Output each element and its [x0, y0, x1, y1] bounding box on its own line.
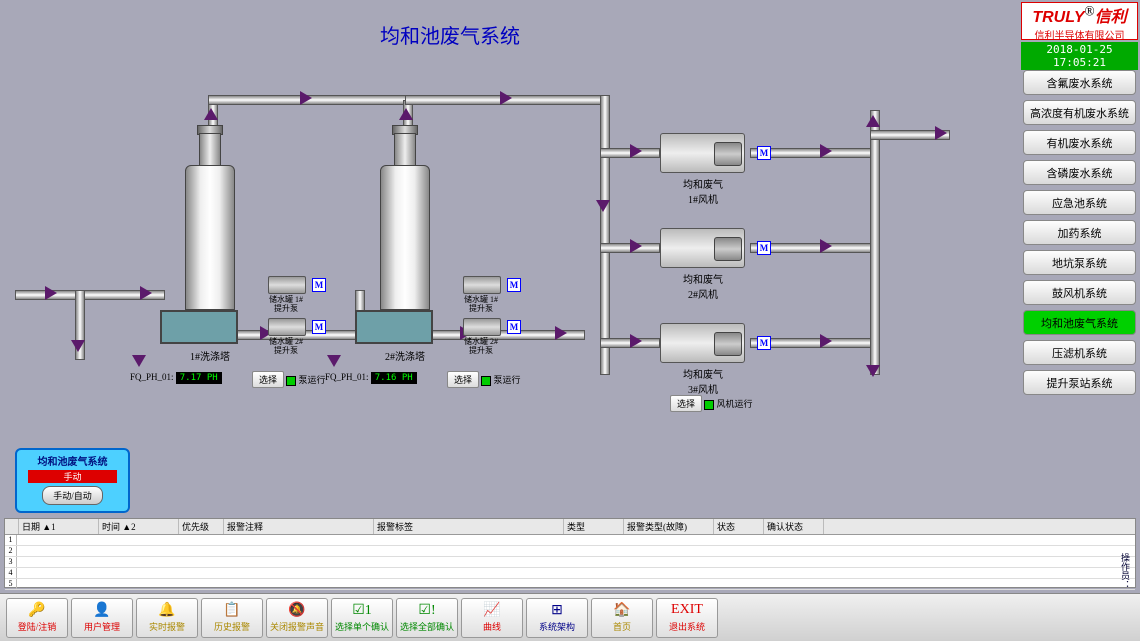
- nav-4[interactable]: 应急池系统: [1023, 190, 1136, 215]
- motor-indicator: M: [757, 146, 771, 160]
- fan-1: [660, 133, 745, 173]
- run-indicator: [286, 376, 296, 386]
- toolbar-9[interactable]: 🏠首页: [591, 598, 653, 638]
- alarm-col-0[interactable]: 日期 ▲1: [19, 519, 99, 534]
- toolbar-6[interactable]: ☑!选择全部确认: [396, 598, 458, 638]
- tank-2: [355, 310, 433, 344]
- bottom-toolbar: 🔑登陆/注销👤用户管理🔔实时报警📋历史报警🔕关闭报警声音☑1选择单个确认☑!选择…: [0, 593, 1140, 641]
- toolbar-0[interactable]: 🔑登陆/注销: [6, 598, 68, 638]
- logo-brand: TRULY: [1032, 9, 1084, 26]
- toolbar-5[interactable]: ☑1选择单个确认: [331, 598, 393, 638]
- select-button[interactable]: 选择: [447, 371, 479, 388]
- nav-6[interactable]: 地坑泵系统: [1023, 250, 1136, 275]
- pump-1b-label: 储水罐 2#提升泵: [268, 337, 304, 355]
- pump-select-1: 选择 泵运行: [252, 371, 326, 388]
- toolbar-7[interactable]: 📈曲线: [461, 598, 523, 638]
- pump-select-2: 选择 泵运行: [447, 371, 521, 388]
- logo: TRULY®信利 信利半导体有限公司: [1021, 2, 1138, 40]
- alarm-row[interactable]: 1: [5, 535, 1135, 546]
- alarm-col-6[interactable]: 报警类型(故障): [624, 519, 714, 534]
- alarm-row[interactable]: 4: [5, 568, 1135, 579]
- motor-indicator: M: [312, 278, 326, 292]
- ph-readout-1: FQ_PH_01: 7.17 PH: [130, 372, 222, 384]
- mode-toggle-button[interactable]: 手动/自动: [42, 486, 103, 505]
- run-indicator: [704, 400, 714, 410]
- nav-10[interactable]: 提升泵站系统: [1023, 370, 1136, 395]
- tower-2: [380, 165, 430, 310]
- alarm-row[interactable]: 5: [5, 579, 1135, 590]
- nav-7[interactable]: 鼓风机系统: [1023, 280, 1136, 305]
- nav-3[interactable]: 含磷废水系统: [1023, 160, 1136, 185]
- mode-status: 手动: [28, 470, 117, 483]
- nav-2[interactable]: 有机废水系统: [1023, 130, 1136, 155]
- fan-select: 选择 风机运行: [670, 395, 753, 412]
- alarm-table: 日期 ▲1时间 ▲2优先级报警注释报警标签类型报警类型(故障)状态确认状态 12…: [4, 518, 1136, 588]
- ph-readout-2: FQ_PH_01: 7.16 PH: [325, 372, 417, 384]
- tower-2-label: 2#洗涤塔: [375, 348, 435, 363]
- alarm-col-2[interactable]: 优先级: [179, 519, 224, 534]
- pump-1a: [268, 276, 306, 294]
- mode-title: 均和池废气系统: [20, 453, 125, 468]
- alarm-col-8[interactable]: 确认状态: [764, 519, 824, 534]
- pump-2a: [463, 276, 501, 294]
- logo-subtitle: 信利半导体有限公司: [1022, 27, 1137, 42]
- toolbar-3[interactable]: 📋历史报警: [201, 598, 263, 638]
- nav-1[interactable]: 高浓度有机废水系统: [1023, 100, 1136, 125]
- toolbar-1[interactable]: 👤用户管理: [71, 598, 133, 638]
- motor-indicator: M: [757, 336, 771, 350]
- alarm-row[interactable]: 3: [5, 557, 1135, 568]
- pump-1b: [268, 318, 306, 336]
- motor-indicator: M: [312, 320, 326, 334]
- fan-2-label: 均和废气 2#风机: [658, 271, 748, 301]
- motor-indicator: M: [507, 278, 521, 292]
- fan-2: [660, 228, 745, 268]
- nav-5[interactable]: 加药系统: [1023, 220, 1136, 245]
- tank-1: [160, 310, 238, 344]
- fan-3: [660, 323, 745, 363]
- page-title: 均和池废气系统: [380, 20, 520, 49]
- pump-2b-label: 储水罐 2#提升泵: [463, 337, 499, 355]
- nav-9[interactable]: 压滤机系统: [1023, 340, 1136, 365]
- alarm-col-5[interactable]: 类型: [564, 519, 624, 534]
- alarm-col-7[interactable]: 状态: [714, 519, 764, 534]
- nav-sidebar: 含氟废水系统高浓度有机废水系统有机废水系统含磷废水系统应急池系统加药系统地坑泵系…: [1023, 70, 1136, 400]
- alarm-col-3[interactable]: 报警注释: [224, 519, 374, 534]
- fan-1-label: 均和废气 1#风机: [658, 176, 748, 206]
- select-button[interactable]: 选择: [252, 371, 284, 388]
- operator-label: 操作员：: [1119, 553, 1132, 589]
- motor-indicator: M: [507, 320, 521, 334]
- mode-panel: 均和池废气系统 手动 手动/自动: [15, 448, 130, 513]
- run-indicator: [481, 376, 491, 386]
- tower-1-label: 1#洗涤塔: [180, 348, 240, 363]
- toolbar-4[interactable]: 🔕关闭报警声音: [266, 598, 328, 638]
- alarm-row[interactable]: 2: [5, 546, 1135, 557]
- select-button[interactable]: 选择: [670, 395, 702, 412]
- nav-8[interactable]: 均和池废气系统: [1023, 310, 1136, 335]
- pump-2a-label: 储水罐 1#提升泵: [463, 295, 499, 313]
- pump-1a-label: 储水罐 1#提升泵: [268, 295, 304, 313]
- fan-3-label: 均和废气 3#风机: [658, 366, 748, 396]
- tower-1: [185, 165, 235, 310]
- motor-indicator: M: [757, 241, 771, 255]
- timestamp: 2018-01-25 17:05:21: [1021, 42, 1138, 70]
- toolbar-8[interactable]: ⊞系统架构: [526, 598, 588, 638]
- nav-0[interactable]: 含氟废水系统: [1023, 70, 1136, 95]
- alarm-col-1[interactable]: 时间 ▲2: [99, 519, 179, 534]
- toolbar-2[interactable]: 🔔实时报警: [136, 598, 198, 638]
- pump-2b: [463, 318, 501, 336]
- alarm-col-4[interactable]: 报警标签: [374, 519, 564, 534]
- toolbar-10[interactable]: EXIT退出系统: [656, 598, 718, 638]
